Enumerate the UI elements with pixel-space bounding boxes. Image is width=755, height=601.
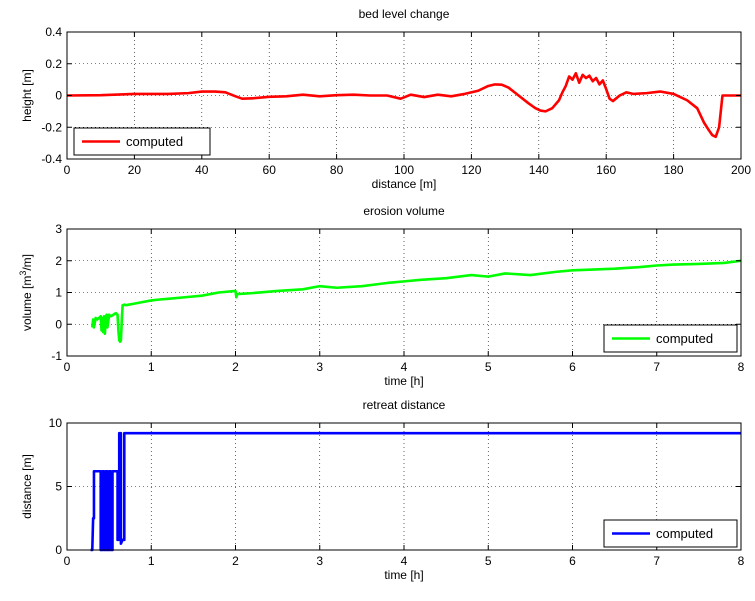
x-tick-label: 180	[664, 163, 684, 177]
x-axis-label: time [h]	[384, 374, 423, 388]
y-tick-label: 0.2	[45, 57, 62, 71]
x-tick-label: 20	[128, 163, 142, 177]
x-tick-label: 0	[64, 360, 71, 374]
chart-title: erosion volume	[363, 204, 445, 218]
y-tick-label: -0.4	[41, 152, 62, 166]
chart-title: retreat distance	[363, 398, 446, 412]
y-tick-label: 5	[55, 480, 62, 494]
y-tick-label: -1	[51, 349, 62, 363]
x-tick-label: 3	[316, 554, 323, 568]
y-axis-label: volume [m3/m]	[18, 254, 34, 331]
x-tick-label: 2	[232, 554, 239, 568]
x-tick-label: 80	[330, 163, 344, 177]
legend: computed	[603, 324, 738, 353]
x-tick-label: 4	[401, 360, 408, 374]
series-line-0	[66, 71, 741, 139]
x-tick-label: 120	[461, 163, 481, 177]
x-tick-label: 8	[738, 360, 745, 374]
series-line-0	[90, 259, 742, 344]
x-tick-label: 4	[401, 554, 408, 568]
legend: computed	[603, 519, 738, 548]
x-tick-label: 7	[653, 554, 660, 568]
y-tick-label: 10	[49, 416, 63, 430]
x-tick-label: 7	[653, 360, 660, 374]
y-tick-label: -0.2	[41, 120, 62, 134]
y-axis-label: distance [m]	[20, 454, 34, 519]
y-tick-label: 0	[55, 89, 62, 103]
y-axis-label-superscript: 3	[18, 271, 28, 276]
x-tick-label: 2	[232, 360, 239, 374]
y-tick-label: 2	[55, 254, 62, 268]
x-tick-label: 160	[596, 163, 616, 177]
x-tick-label: 0	[64, 163, 71, 177]
x-tick-label: 1	[148, 360, 155, 374]
x-tick-label: 140	[529, 163, 549, 177]
x-axis-label: time [h]	[384, 568, 423, 582]
y-tick-label: 1	[55, 286, 62, 300]
x-tick-label: 5	[485, 360, 492, 374]
grid	[67, 229, 741, 356]
x-tick-label: 200	[731, 163, 751, 177]
y-tick-label: 0	[55, 543, 62, 557]
y-tick-label: 0	[55, 317, 62, 331]
x-tick-label: 3	[316, 360, 323, 374]
legend: computed	[73, 127, 211, 156]
x-tick-label: 100	[394, 163, 414, 177]
legend-label: computed	[126, 134, 183, 149]
chart-panel-0: 0 20 40 60 80 100 120 140 160 180 200 -0.4 -0.2 0 0.2 0…	[20, 7, 751, 191]
legend-label: computed	[656, 526, 713, 541]
chart-panel-2: 0 1 2 3 4 5 6 7 8 0 5 10 retreat distance time [h] dis…	[20, 398, 745, 582]
x-tick-label: 6	[569, 554, 576, 568]
x-axis-label: distance [m]	[372, 177, 437, 191]
grid	[67, 423, 741, 550]
x-tick-label: 0	[64, 554, 71, 568]
legend-label: computed	[656, 331, 713, 346]
y-tick-label: 3	[55, 222, 62, 236]
x-tick-label: 60	[263, 163, 277, 177]
y-tick-label: 0.4	[45, 25, 62, 39]
y-axis-label: height [m]	[20, 69, 34, 122]
x-tick-label: 40	[195, 163, 209, 177]
chart-title: bed level change	[359, 7, 450, 21]
x-tick-label: 8	[738, 554, 745, 568]
x-tick-label: 6	[569, 360, 576, 374]
x-tick-label: 1	[148, 554, 155, 568]
x-tick-label: 5	[485, 554, 492, 568]
grid	[67, 32, 741, 159]
